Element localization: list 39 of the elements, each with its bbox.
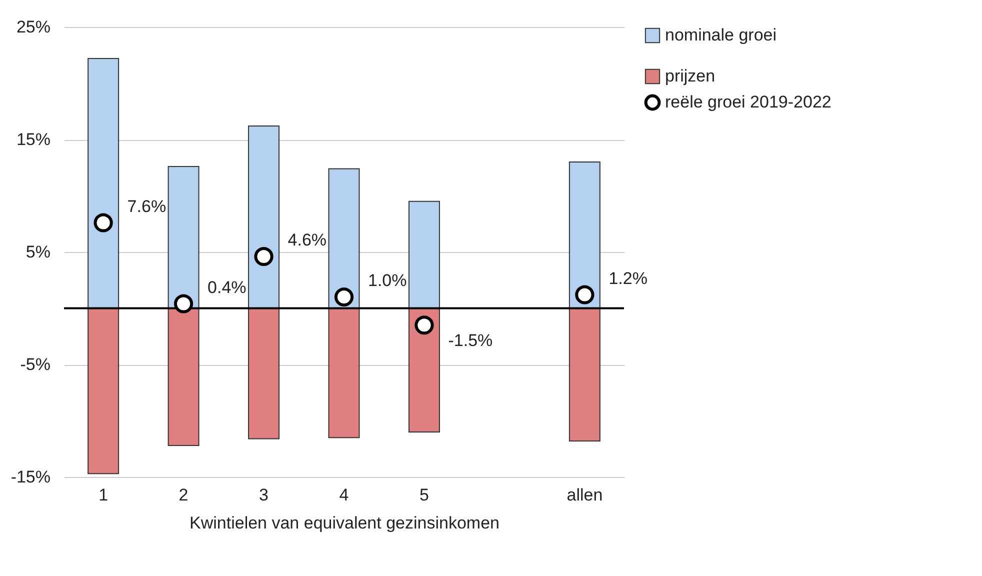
data-label: 4.6%	[288, 230, 327, 250]
point	[334, 287, 354, 307]
legend-label: prijzen	[665, 66, 716, 86]
x-tick-label: 4	[339, 486, 349, 504]
x-tick-label: 5	[419, 486, 429, 504]
x-tick-label: 3	[259, 486, 269, 504]
y-tick-label: -5%	[20, 355, 50, 374]
y-tick-label: 25%	[16, 18, 50, 36]
bar	[248, 308, 280, 440]
bar	[168, 308, 200, 446]
legend-label: nominale groei	[665, 26, 777, 44]
legend-label: reële groei 2019-2022	[665, 92, 832, 112]
point	[414, 316, 434, 335]
point	[254, 246, 274, 266]
data-label: -1.5%	[448, 331, 493, 350]
bar	[88, 308, 120, 474]
y-tick-label: -15%	[10, 468, 50, 486]
x-tick-label: 2	[178, 486, 188, 504]
data-label: 1.0%	[368, 271, 407, 290]
bar	[168, 166, 200, 309]
bar	[408, 308, 440, 432]
x-tick-label: 1	[98, 486, 108, 504]
bar	[248, 126, 280, 309]
bar	[568, 308, 600, 442]
data-label: 0.4%	[208, 278, 246, 297]
point	[94, 213, 113, 232]
x-tick-label: allen	[566, 486, 603, 504]
y-tick-label: 15%	[16, 130, 50, 149]
data-label: 7.6%	[127, 196, 166, 216]
bar	[88, 58, 120, 309]
data-label: 1.2%	[608, 268, 648, 288]
bar	[328, 168, 360, 309]
bar	[568, 162, 600, 309]
point	[575, 285, 594, 304]
bar	[408, 200, 440, 309]
point	[174, 294, 194, 314]
bar	[328, 308, 360, 438]
y-tick-label: 5%	[26, 242, 50, 262]
x-axis-title: Kwintielen van equivalent gezinsinkomen	[190, 514, 500, 532]
